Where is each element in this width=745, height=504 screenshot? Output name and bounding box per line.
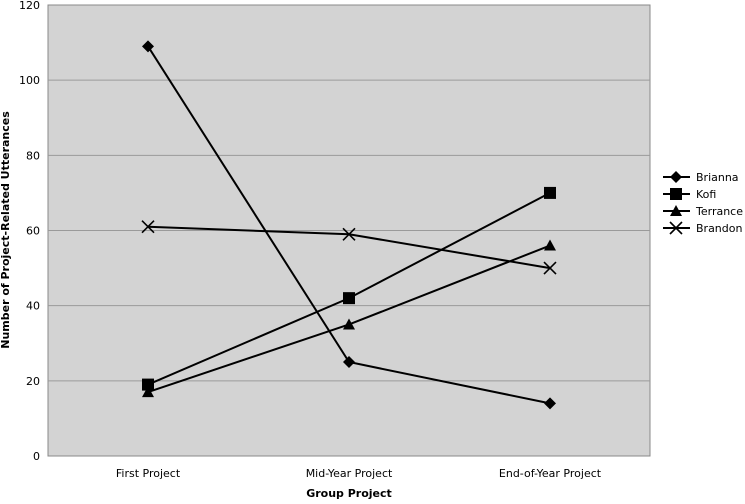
legend-label-brandon: Brandon <box>696 222 742 235</box>
legend-label-terrance: Terrance <box>695 205 743 218</box>
data-point-kofi-1 <box>343 292 355 305</box>
y-tick-label-80: 80 <box>26 149 40 162</box>
data-point-brandon-1 <box>342 227 356 241</box>
y-tick-labels: 0 20 40 60 80 100 120 <box>19 0 40 463</box>
legend-marker-brandon <box>669 221 683 235</box>
data-point-brianna-2 <box>544 397 556 410</box>
y-tick-label-60: 60 <box>26 225 40 238</box>
y-tick-label-20: 20 <box>26 375 40 388</box>
data-point-terrance-2 <box>544 239 556 251</box>
data-point-kofi-2 <box>544 186 556 199</box>
x-tick-label-0: First Project <box>116 467 181 480</box>
y-tick-label-120: 120 <box>19 0 40 12</box>
data-point-terrance-0 <box>142 386 154 398</box>
x-axis-title: Group Project <box>306 487 392 500</box>
x-tick-labels: First Project Mid-Year Project End-of-Year… <box>116 467 602 480</box>
y-axis-title: Number of Project-Related Utterances <box>0 111 12 349</box>
legend-label-kofi: Kofi <box>696 188 716 201</box>
data-point-brandon-2 <box>543 261 557 275</box>
y-tick-label-40: 40 <box>26 300 40 313</box>
data-point-brianna-0 <box>142 40 154 53</box>
legend-marker-terrance <box>670 205 682 216</box>
y-tick-label-0: 0 <box>33 450 40 463</box>
data-point-terrance-1 <box>343 318 355 330</box>
x-tick-label-2: End-of-Year Project <box>499 467 602 480</box>
x-tick-label-1: Mid-Year Project <box>306 467 393 480</box>
data-point-brianna-1 <box>343 356 355 369</box>
y-tick-label-100: 100 <box>19 74 40 87</box>
data-point-brandon-0 <box>141 220 155 234</box>
series-lines <box>141 40 557 410</box>
legend-label-brianna: Brianna <box>696 171 739 184</box>
data-point-kofi-0 <box>142 378 154 391</box>
legend-marker-kofi <box>670 188 682 200</box>
legend: Brianna Kofi Terrance Brandon <box>663 171 743 235</box>
legend-marker-brianna <box>670 171 682 183</box>
